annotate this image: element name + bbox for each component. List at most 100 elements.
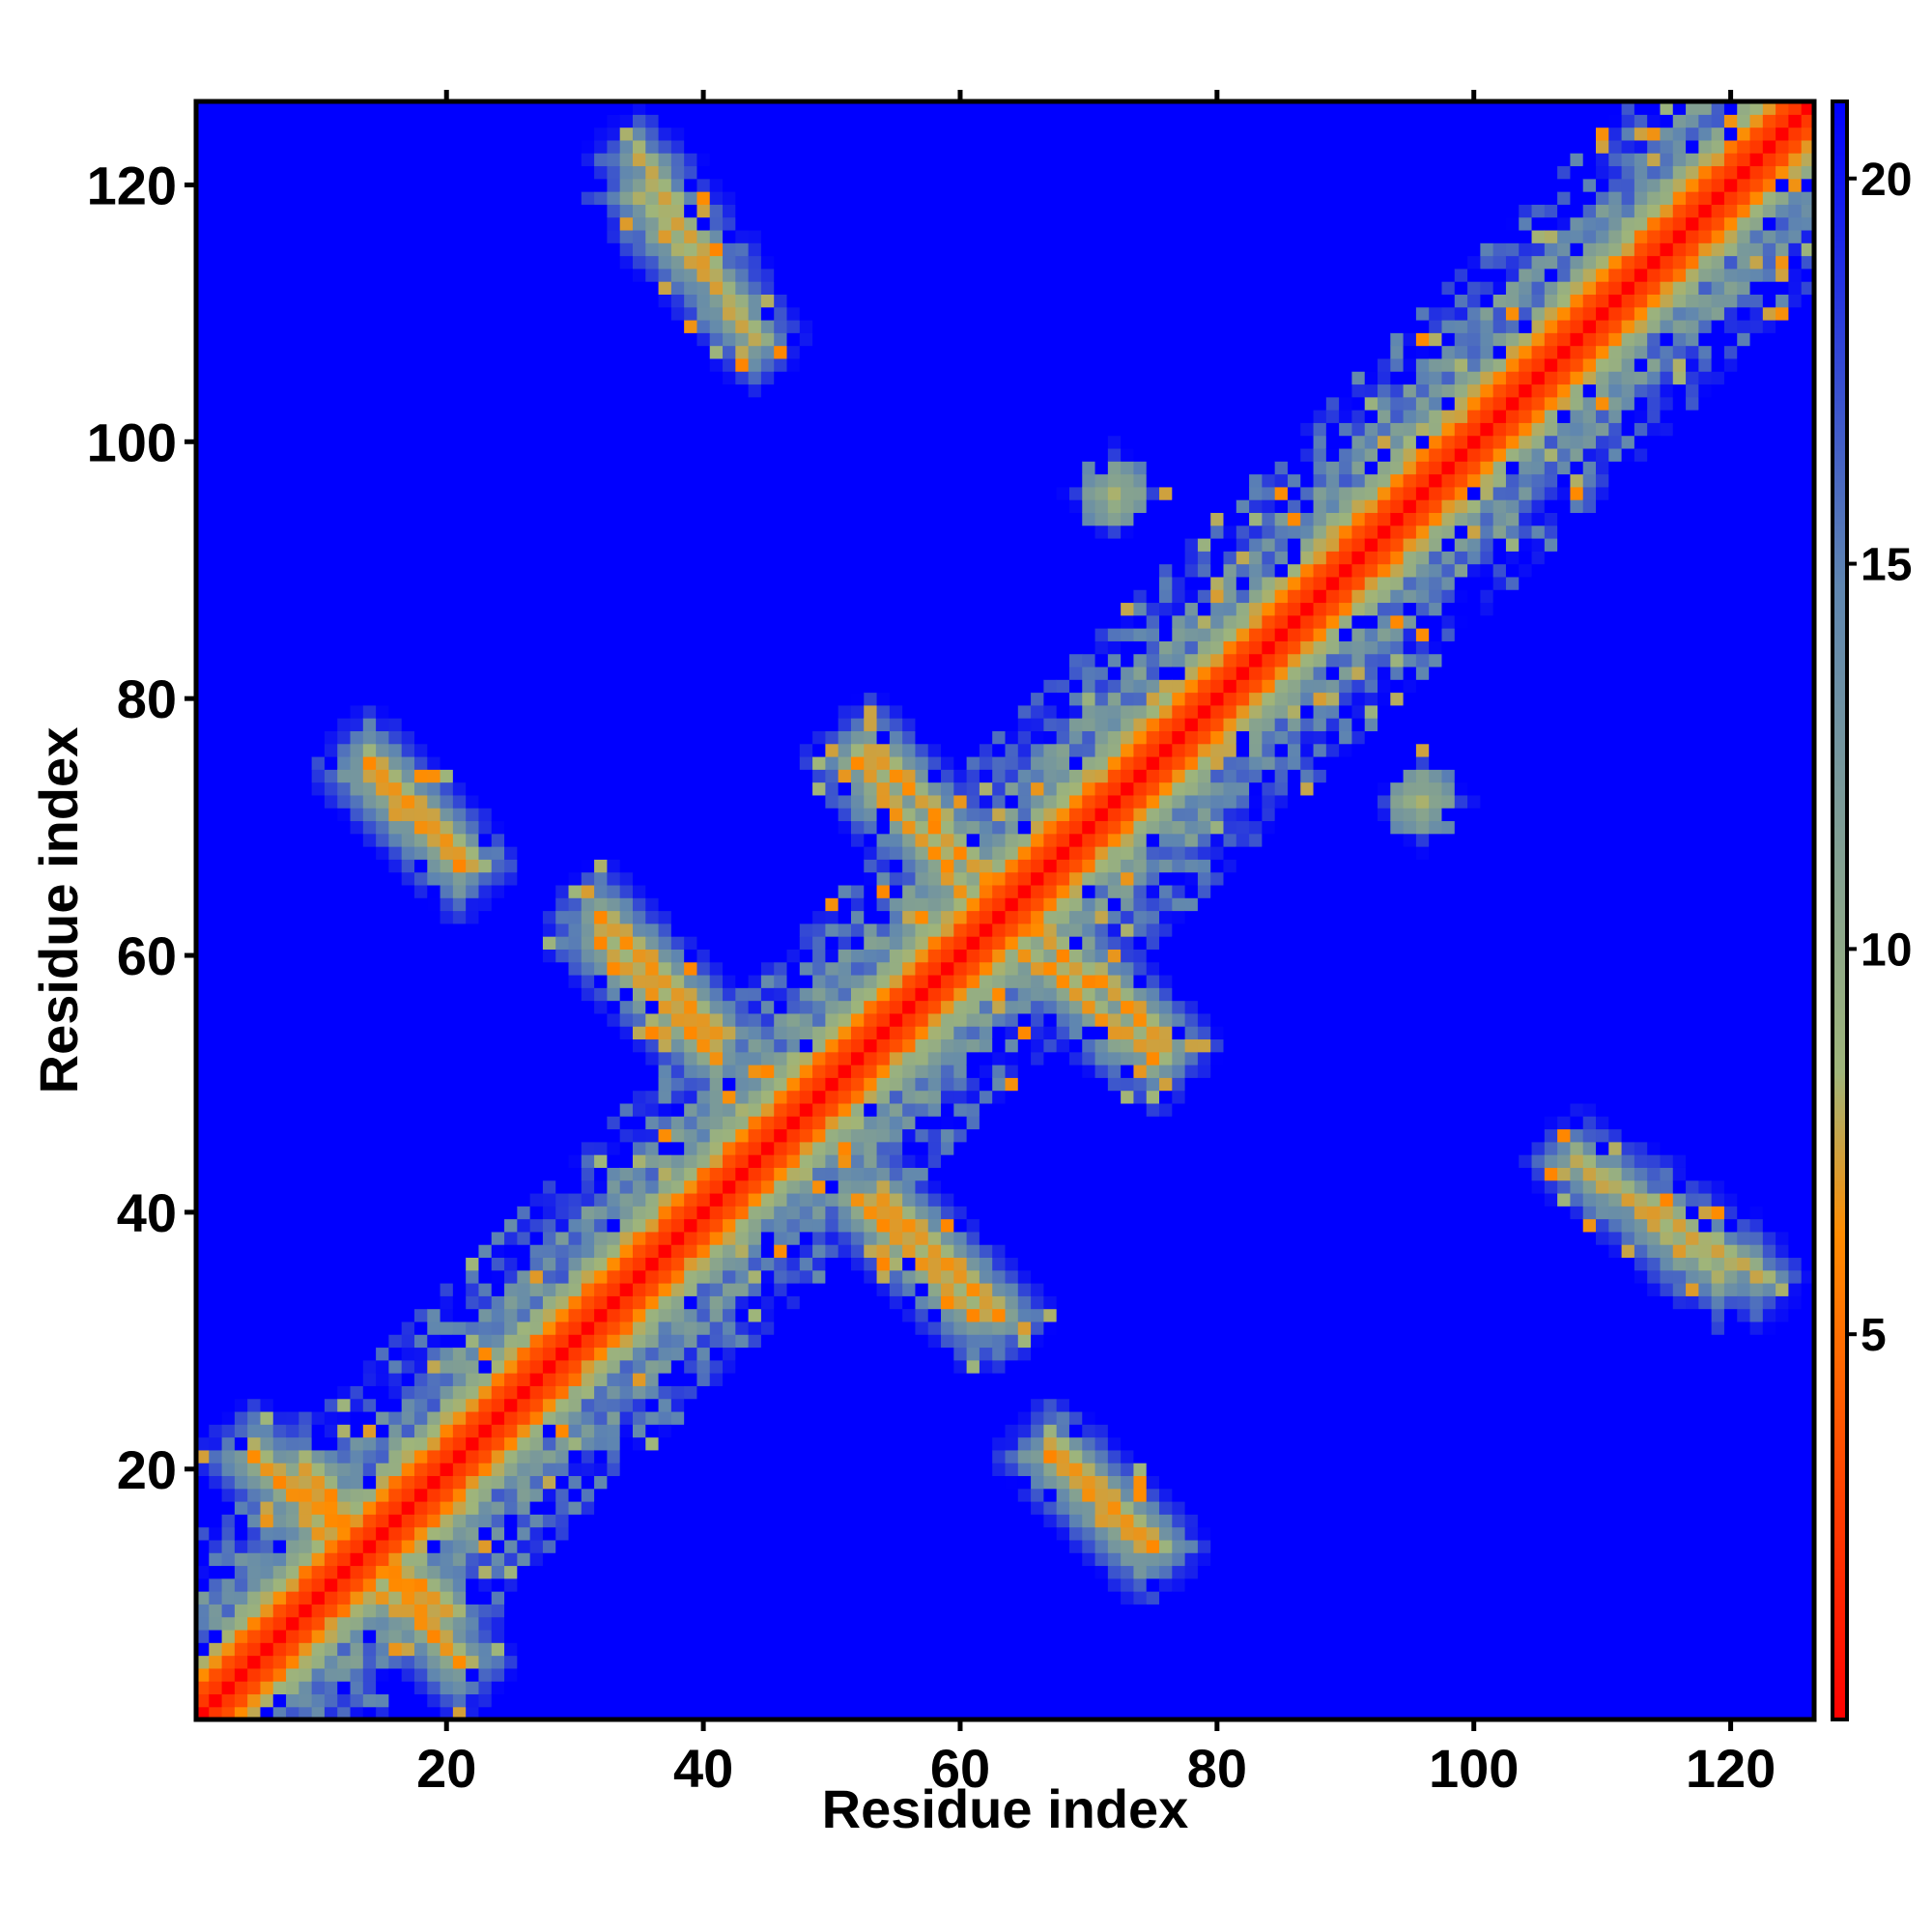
heatmap-cell [555,1128,570,1143]
heatmap-cell [388,1591,403,1605]
heatmap-cell [619,1179,634,1194]
heatmap-cell [234,653,248,668]
heatmap-cell [684,1449,698,1463]
heatmap-cell [478,1693,493,1708]
heatmap-cell [350,1308,364,1322]
heatmap-cell [260,871,274,886]
heatmap-cell [413,743,428,757]
heatmap-cell [517,1167,531,1181]
heatmap-cell [350,1283,364,1296]
heatmap-cell [221,1179,236,1194]
heatmap-cell [440,1359,454,1374]
heatmap-cell [619,114,634,128]
heatmap-cell [504,1038,518,1053]
heatmap-cell [376,961,389,976]
heatmap-cell [517,1269,531,1284]
heatmap-cell [337,1475,352,1490]
heatmap-cell [401,833,415,847]
heatmap-cell [581,755,595,770]
heatmap-cell [388,1463,403,1477]
heatmap-cell [209,1642,223,1657]
heatmap-cell [478,1385,493,1400]
heatmap-cell [555,1577,570,1592]
heatmap-cell [388,614,403,629]
heatmap-cell [272,1295,287,1310]
heatmap-cell [286,730,299,745]
heatmap-cell [478,242,493,257]
heatmap-cell [260,846,274,860]
heatmap-cell [632,101,646,115]
heatmap-cell [517,1141,531,1155]
heatmap-cell [260,165,274,180]
heatmap-cell [376,1051,389,1065]
heatmap-cell [607,345,621,359]
heatmap-cell [272,1321,287,1335]
heatmap-cell [350,371,364,385]
heatmap-cell [581,1526,595,1541]
heatmap-cell [247,833,262,847]
heatmap-cell [401,666,415,680]
heatmap-cell [362,1398,377,1412]
heatmap-cell [413,281,428,295]
heatmap-cell [413,1514,428,1528]
heatmap-cell [568,1244,582,1259]
heatmap-cell [542,1154,556,1168]
heatmap-cell [286,794,299,809]
heatmap-cell [607,139,621,154]
heatmap-cell [504,1565,518,1579]
heatmap-cell [247,127,262,141]
heatmap-cell [362,1334,377,1349]
heatmap-cell [452,1616,467,1631]
heatmap-cell [209,512,223,526]
heatmap-cell [440,666,454,680]
heatmap-cell [440,602,454,616]
heatmap-cell [555,859,570,873]
heatmap-cell [478,884,493,898]
heatmap-cell [658,614,672,629]
heatmap-cell [696,1359,711,1374]
heatmap-cell [568,191,582,205]
heatmap-cell [413,435,428,449]
heatmap-cell [529,808,544,822]
heatmap-cell [209,910,223,924]
heatmap-cell [555,1051,570,1065]
heatmap-cell [504,1116,518,1130]
heatmap-cell [696,1577,711,1592]
heatmap-cell [594,281,608,295]
heatmap-cell [491,1681,505,1695]
heatmap-cell [504,1373,518,1386]
heatmap-cell [350,1347,364,1361]
heatmap-cell [452,692,467,706]
heatmap-cell [260,178,274,192]
heatmap-cell [504,987,518,1002]
heatmap-cell [324,1116,338,1130]
heatmap-cell [388,1526,403,1541]
heatmap-cell [413,447,428,462]
heatmap-cell [670,884,685,898]
heatmap-cell [581,139,595,154]
heatmap-cell [658,1642,672,1657]
heatmap-cell [298,1693,313,1708]
heatmap-cell [324,165,338,180]
heatmap-cell [555,114,570,128]
heatmap-cell [311,871,326,886]
heatmap-cell [221,910,236,924]
heatmap-cell [491,910,505,924]
heatmap-cell [542,628,556,641]
heatmap-cell [632,1385,646,1400]
heatmap-cell [491,833,505,847]
heatmap-cell [376,551,389,565]
heatmap-cell [413,679,428,694]
heatmap-cell [337,357,352,372]
heatmap-cell [594,1488,608,1502]
heatmap-cell [286,216,299,231]
heatmap-cell [555,781,570,796]
heatmap-cell [658,281,672,295]
heatmap-cell [427,1283,441,1296]
heatmap-cell [517,1012,531,1027]
heatmap-cell [286,1269,299,1284]
heatmap-cell [247,255,262,270]
heatmap-cell [658,396,672,411]
heatmap-cell [478,1347,493,1361]
heatmap-cell [658,640,672,655]
